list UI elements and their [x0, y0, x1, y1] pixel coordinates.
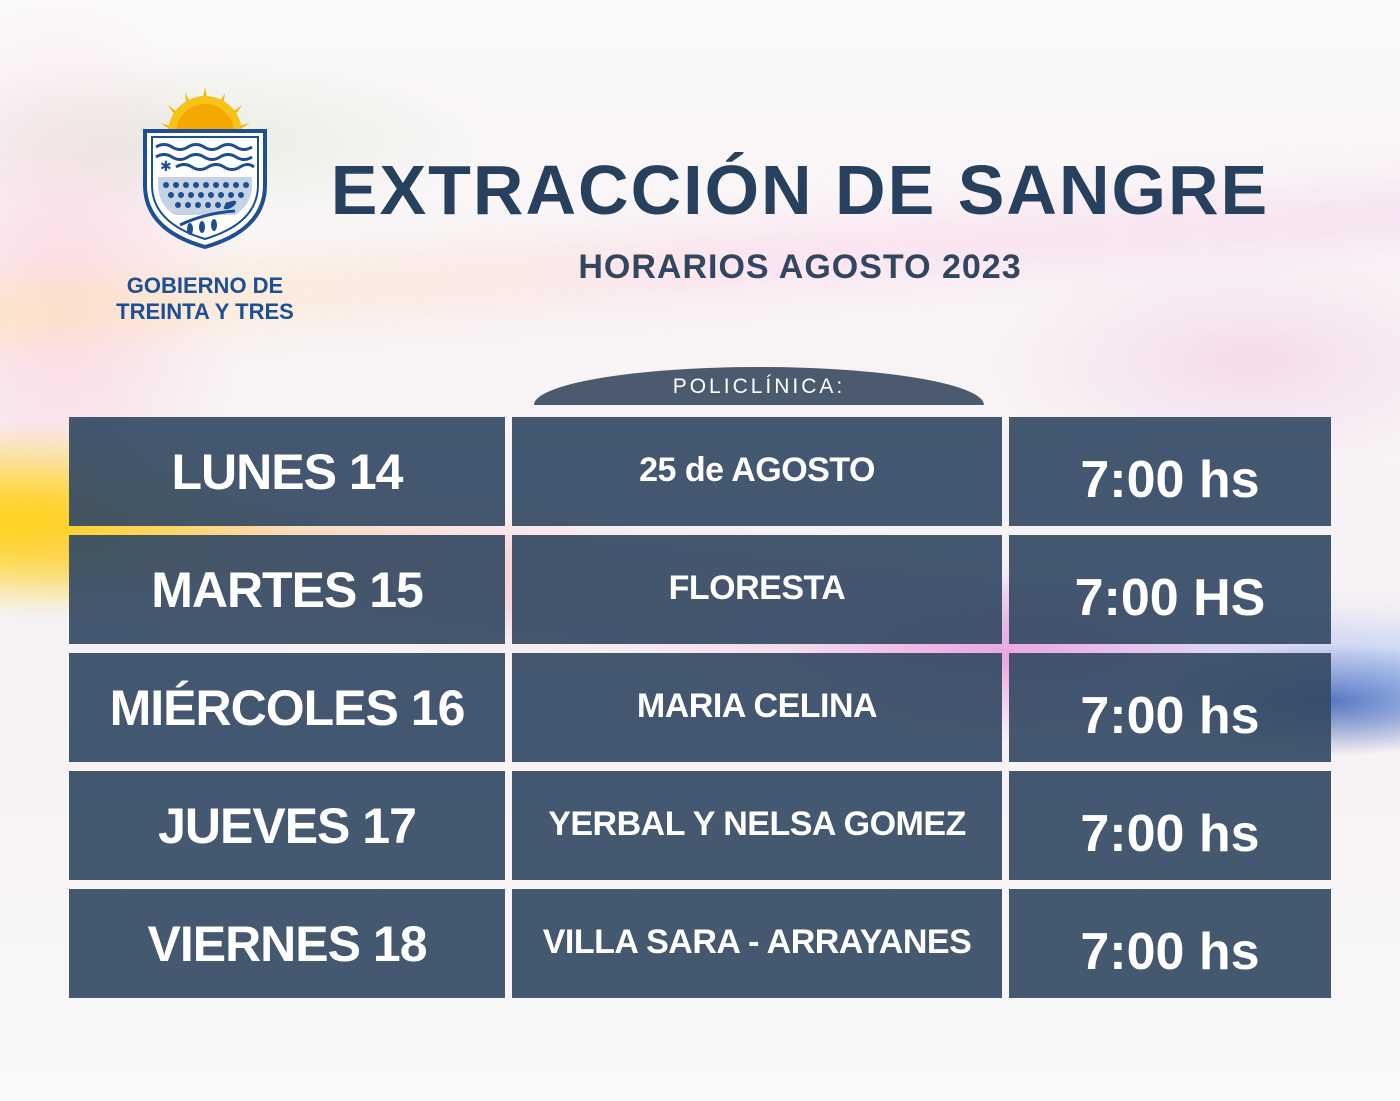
- place-cell: MARIA CELINA: [512, 653, 1002, 762]
- page-title: EXTRACCIÓN DE SANGRE: [330, 151, 1270, 229]
- government-name-line1: GOBIERNO DE: [126, 273, 284, 298]
- time-cell: 7:00 hs: [1009, 889, 1331, 998]
- day-cell: JUEVES 17: [69, 771, 505, 880]
- government-name: GOBIERNO DE TREINTA Y TRES: [95, 273, 315, 325]
- time-cell: 7:00 hs: [1009, 771, 1331, 880]
- coat-of-arms-icon: ✱: [143, 87, 267, 250]
- government-logo: ✱ GOBIERNO DE TREINTA Y TRES: [95, 85, 315, 325]
- svg-text:✱: ✱: [160, 159, 172, 175]
- sun-icon: [160, 87, 250, 133]
- government-name-line2: TREINTA Y TRES: [116, 299, 294, 324]
- day-cell: VIERNES 18: [69, 889, 505, 998]
- day-cell: MARTES 15: [69, 535, 505, 644]
- day-cell: LUNES 14: [69, 417, 505, 526]
- time-cell: 7:00 HS: [1009, 535, 1331, 644]
- place-cell: YERBAL Y NELSA GOMEZ: [512, 771, 1002, 880]
- schedule-table: LUNES 14 25 de AGOSTO 7:00 hs MARTES 15 …: [69, 417, 1332, 998]
- time-cell: 7:00 hs: [1009, 653, 1331, 762]
- page-subtitle: HORARIOS AGOSTO 2023: [578, 248, 1022, 286]
- place-cell: FLORESTA: [512, 535, 1002, 644]
- time-cell: 7:00 hs: [1009, 417, 1331, 526]
- place-cell: VILLA SARA - ARRAYANES: [512, 889, 1002, 998]
- place-cell: 25 de AGOSTO: [512, 417, 1002, 526]
- day-cell: MIÉRCOLES 16: [69, 653, 505, 762]
